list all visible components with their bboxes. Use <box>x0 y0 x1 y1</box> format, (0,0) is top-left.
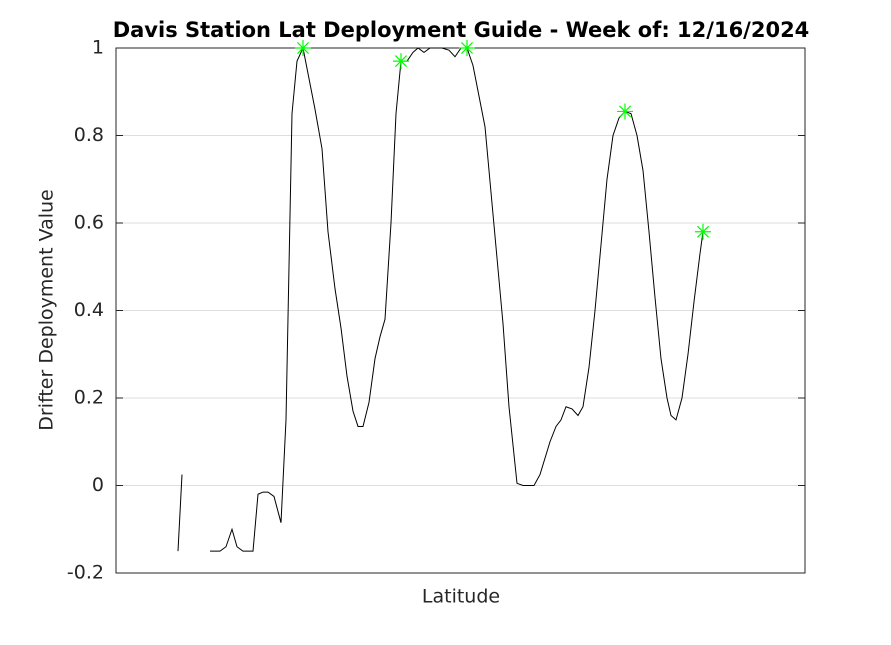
peak-marker <box>295 40 311 56</box>
y-tick-label: 0.4 <box>74 299 104 321</box>
y-tick-label: 0 <box>92 474 104 496</box>
peak-marker <box>617 103 633 120</box>
chart-title: Davis Station Lat Deployment Guide - Wee… <box>113 18 810 42</box>
y-tick-label: 1 <box>92 37 104 59</box>
y-axis-label: Drifter Deployment Value <box>36 189 58 431</box>
y-tick-label: 0.2 <box>74 387 104 409</box>
peak-marker <box>459 40 475 56</box>
peak-marker <box>695 223 711 240</box>
peak-marker <box>393 53 409 70</box>
y-tick-label: 0.8 <box>74 124 104 146</box>
y-tick-label: 0.6 <box>74 212 104 234</box>
x-axis-label: Latitude <box>422 586 500 608</box>
y-tick-label: -0.2 <box>67 562 104 584</box>
